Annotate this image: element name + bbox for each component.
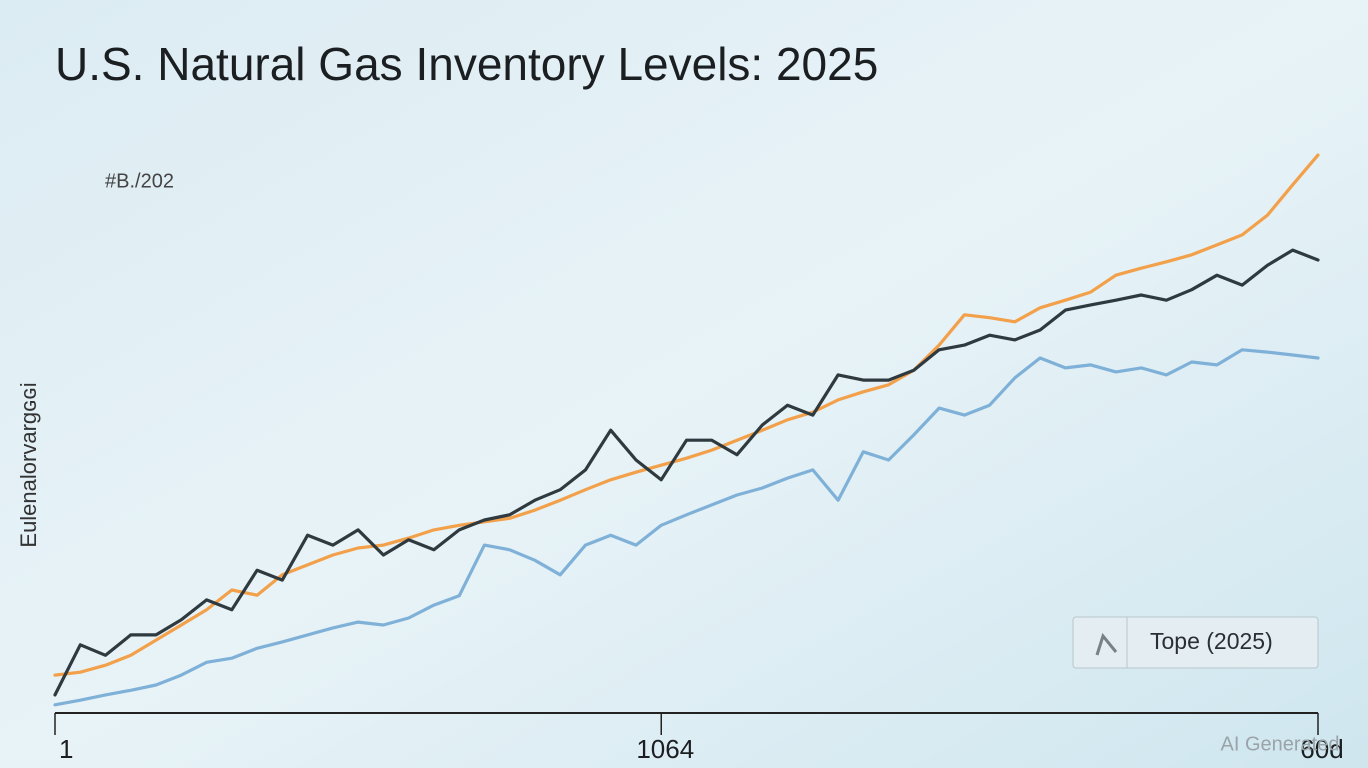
legend: Tope (2025) [1072,616,1319,669]
x-tick-label: 1064 [636,734,694,764]
series-line [53,248,1320,697]
series-line [53,348,1320,707]
x-tick-label: 60d [1300,734,1343,764]
y-axis-label: Eulenalorvargɢɢi [16,382,41,547]
legend-box [1072,616,1319,669]
watermark: AI Generated [1221,733,1340,755]
series-line [53,153,1320,677]
plot-lines [53,153,1320,707]
x-tick-label: 1 [59,734,73,764]
x-ticks: 1 1064 60d [54,713,1344,764]
chart-subtitle: #B./202 [105,170,174,192]
legend-swatch [1095,632,1118,656]
legend-label: Tope (2025) [1150,628,1273,654]
chart-title: U.S. Natural Gas Inventory Levels: 2025 [55,38,878,90]
